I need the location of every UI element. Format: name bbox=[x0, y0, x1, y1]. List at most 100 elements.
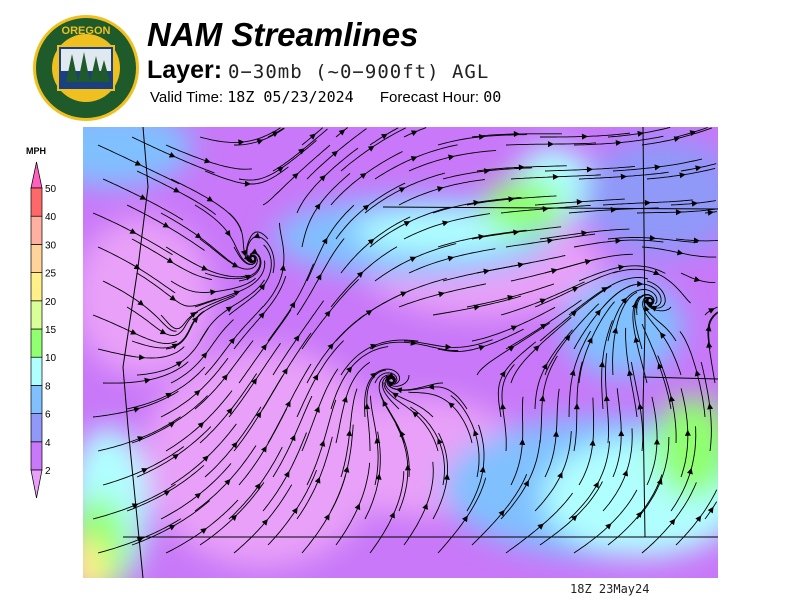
streamline-arrow bbox=[289, 301, 296, 309]
colorbar-segment bbox=[30, 215, 43, 245]
streamline-arrow bbox=[644, 199, 651, 206]
streamline-arrow bbox=[445, 343, 452, 350]
streamline-arrow bbox=[138, 354, 146, 361]
streamline-arrow bbox=[392, 392, 399, 399]
odf-logo: OREGON bbox=[33, 15, 139, 121]
streamline-arrow bbox=[404, 464, 411, 471]
streamline-arrow bbox=[400, 291, 407, 297]
streamline-arrow bbox=[649, 234, 656, 241]
streamline-arrow bbox=[129, 228, 137, 234]
streamline-arrow bbox=[314, 476, 321, 484]
colorbar-segment bbox=[30, 300, 43, 330]
streamline-arrow bbox=[250, 248, 258, 254]
streamline-arrow bbox=[618, 430, 625, 437]
streamline-arrow bbox=[312, 373, 319, 381]
streamline-arrow bbox=[708, 308, 715, 314]
streamline-arrow bbox=[314, 406, 320, 413]
streamline-arrow bbox=[291, 507, 298, 515]
valid-time-value: 18Z 05/23/2024 bbox=[227, 88, 354, 106]
streamline-map[interactable] bbox=[83, 127, 718, 578]
chart-title: NAM Streamlines bbox=[147, 16, 419, 53]
colorbar-tick-label: 50 bbox=[45, 184, 57, 195]
colorbar-tick-label: 4 bbox=[45, 438, 51, 449]
streamline-arrow bbox=[231, 441, 238, 449]
streamline-arrow bbox=[537, 523, 544, 530]
streamline-arrow bbox=[656, 478, 663, 485]
streamline-arrow bbox=[200, 527, 207, 534]
streamline-arrow bbox=[133, 263, 141, 270]
streamline-arrow bbox=[707, 403, 714, 410]
streamline-arrow bbox=[517, 262, 525, 269]
streamline-arrow bbox=[256, 138, 264, 145]
streamline-arrow bbox=[693, 237, 700, 244]
streamline-arrow bbox=[254, 483, 261, 490]
streamline-arrow bbox=[410, 130, 418, 136]
streamline-arrow bbox=[412, 411, 419, 418]
streamline-arrow bbox=[513, 229, 520, 236]
streamline-arrow bbox=[479, 466, 486, 473]
forecast-hour-value: 00 bbox=[483, 88, 502, 106]
streamline-arrow bbox=[169, 294, 177, 301]
streamline-arrow bbox=[442, 220, 449, 227]
streamline-arrow bbox=[576, 199, 583, 205]
streamline-arrow bbox=[260, 343, 267, 351]
streamline-arrow bbox=[175, 361, 183, 367]
valid-stamp: 18Z 23May24 bbox=[570, 582, 650, 596]
colorbar-tick-label: 15 bbox=[45, 325, 57, 336]
streamline-arrow bbox=[523, 480, 529, 487]
streamline-arrow bbox=[130, 329, 137, 335]
streamline-arrow bbox=[359, 172, 367, 179]
streamline-arrow bbox=[499, 403, 506, 410]
streamline-arrow bbox=[253, 232, 261, 239]
streamline-arrow bbox=[232, 261, 239, 268]
colorbar-segment bbox=[30, 413, 43, 443]
streamline-arrow bbox=[139, 194, 147, 200]
streamline-arrow bbox=[204, 157, 211, 164]
streamline-arrow bbox=[448, 154, 455, 161]
colorbar-segment bbox=[30, 385, 43, 414]
streamline-arrow bbox=[281, 367, 288, 375]
streamline-arrow bbox=[443, 473, 450, 480]
colorbar-top-arrow bbox=[30, 161, 43, 189]
streamline-arrow bbox=[540, 323, 547, 330]
streamline-arrow bbox=[240, 249, 247, 257]
streamline-arrow bbox=[571, 286, 579, 293]
streamline-arrow bbox=[144, 377, 151, 384]
streamline-arrow bbox=[315, 273, 322, 281]
streamline-arrow bbox=[570, 514, 578, 522]
streamline-arrow bbox=[547, 237, 554, 244]
streamline-arrow bbox=[569, 369, 576, 376]
streamline-arrow bbox=[539, 298, 547, 305]
streamline-arrow bbox=[258, 312, 265, 319]
streamline-arrow bbox=[309, 133, 316, 140]
streamline-arrow bbox=[346, 429, 353, 437]
streamline-arrow bbox=[131, 503, 139, 509]
streamline-arrow bbox=[675, 209, 682, 216]
streamline-arrow bbox=[293, 334, 300, 342]
streamline-arrow bbox=[192, 316, 199, 324]
streamline-arrow bbox=[375, 473, 382, 480]
streamline-arrow bbox=[233, 290, 241, 297]
streamline-arrow bbox=[447, 255, 455, 262]
streamline-arrow bbox=[168, 421, 176, 428]
streamline-arrow bbox=[194, 492, 202, 499]
streamline-arrow bbox=[221, 374, 228, 381]
streamline-arrow bbox=[165, 392, 173, 399]
streamline-arrow bbox=[462, 515, 468, 523]
colorbar-tick-label: 8 bbox=[45, 381, 51, 392]
streamline-arrow bbox=[659, 332, 666, 339]
streamline-arrow bbox=[644, 305, 650, 312]
streamline-arrow bbox=[190, 311, 197, 318]
streamline-arrow bbox=[587, 337, 593, 344]
colorbar-legend: MPH 2 4 6 8 10 15 20 25 30 40 50 bbox=[26, 146, 57, 499]
colorbar-segment bbox=[30, 441, 43, 471]
streamline-arrow bbox=[356, 271, 364, 278]
streamline-arrow bbox=[370, 372, 377, 379]
streamline-arrow bbox=[319, 175, 326, 182]
streamline-arrow bbox=[557, 471, 563, 479]
streamline-arrow bbox=[581, 133, 588, 140]
streamline-arrow bbox=[346, 366, 353, 373]
wind-speed-shading bbox=[83, 127, 718, 578]
streamline-arrow bbox=[364, 403, 371, 410]
colorbar-segment bbox=[30, 272, 43, 302]
